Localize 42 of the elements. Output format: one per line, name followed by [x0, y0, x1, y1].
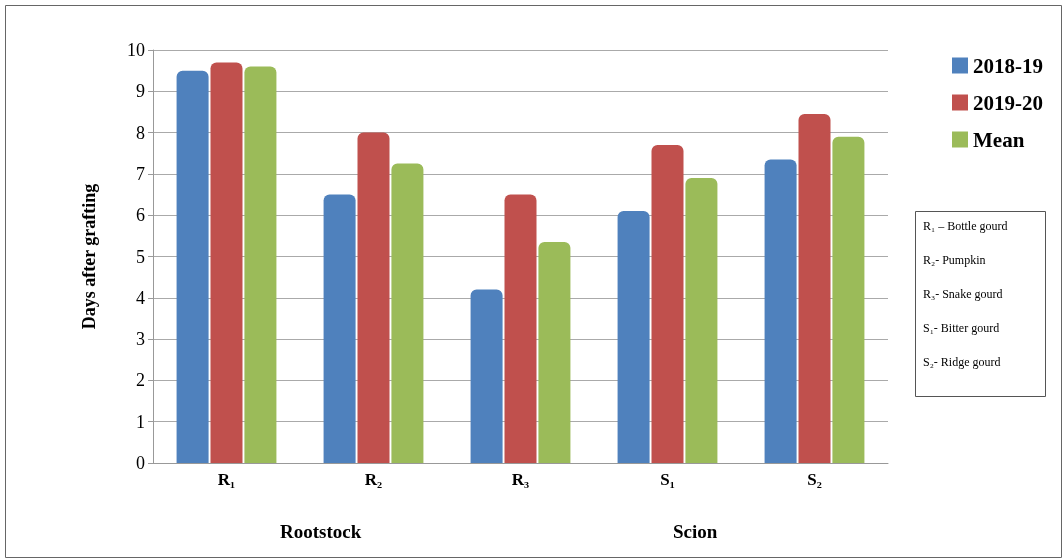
bar — [323, 194, 356, 463]
bar — [470, 289, 503, 463]
x-tick-label: R₂ — [364, 470, 383, 489]
bar — [176, 70, 209, 463]
text: R₂- Pumpkin — [923, 253, 986, 267]
legend-label: Mean — [973, 127, 1025, 152]
x-tick-label: S₂ — [807, 470, 822, 489]
text: R₃- Snake gourd — [923, 287, 1003, 301]
x-tick-label: R₁ — [217, 470, 236, 489]
bar — [357, 132, 390, 463]
bar — [210, 62, 243, 463]
x-tick-label: R₃ — [511, 470, 530, 489]
bar — [617, 211, 650, 463]
bar — [651, 144, 684, 463]
y-tick-label: 2 — [136, 370, 145, 391]
text: R₁ – Bottle gourd — [923, 219, 1008, 233]
bar — [832, 136, 865, 463]
bar — [538, 242, 571, 463]
y-tick-label: 10 — [127, 40, 145, 60]
legend-label: 2018-19 — [973, 53, 1044, 78]
y-tick-label: 9 — [136, 81, 145, 102]
text: S₁- Bitter gourd — [923, 321, 1000, 335]
y-tick-label: 7 — [136, 163, 145, 184]
y-axis-title: Days after grafting — [79, 183, 99, 330]
bar — [764, 159, 797, 463]
text: Rootstock — [280, 521, 362, 542]
y-tick-label: 1 — [136, 411, 145, 432]
bar — [685, 178, 718, 463]
y-tick-label: 4 — [136, 287, 145, 308]
y-tick-label: 3 — [136, 329, 145, 350]
y-tick-label: 0 — [136, 453, 145, 473]
bar — [504, 194, 537, 463]
y-tick-label: 6 — [136, 205, 145, 226]
legend-label: 2019-20 — [973, 90, 1044, 115]
text: Scion — [673, 521, 718, 542]
text: S₂- Ridge gourd — [923, 355, 1001, 369]
bar — [391, 163, 424, 463]
x-tick-label: S₁ — [660, 470, 675, 489]
y-tick-label: 5 — [136, 246, 145, 267]
bar — [244, 66, 277, 463]
y-tick-label: 8 — [136, 122, 145, 143]
bar — [798, 114, 831, 463]
